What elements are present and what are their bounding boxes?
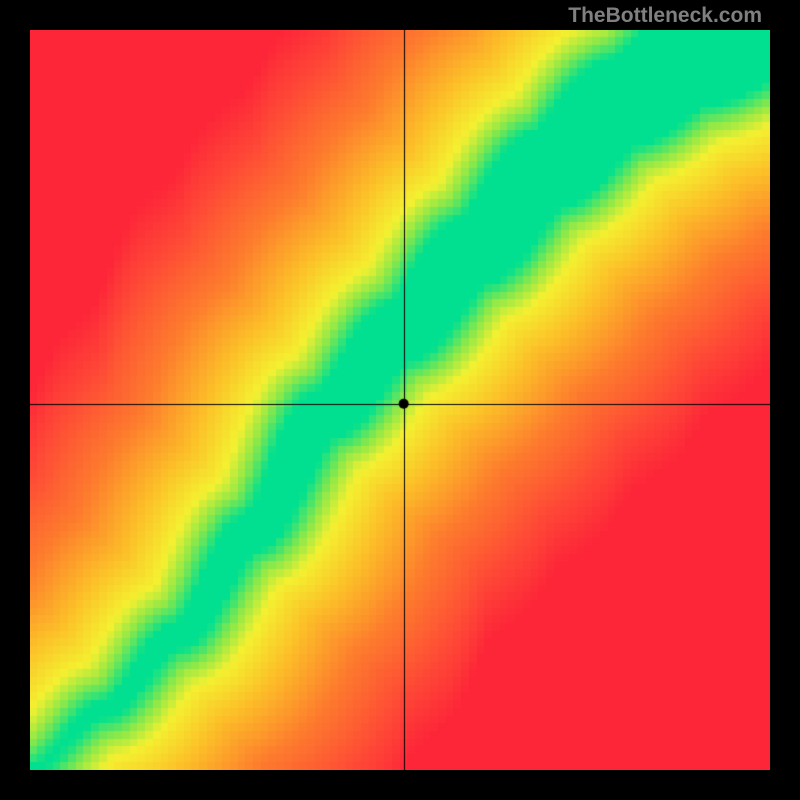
watermark-text: TheBottleneck.com <box>568 4 762 28</box>
bottleneck-heatmap <box>30 30 770 770</box>
